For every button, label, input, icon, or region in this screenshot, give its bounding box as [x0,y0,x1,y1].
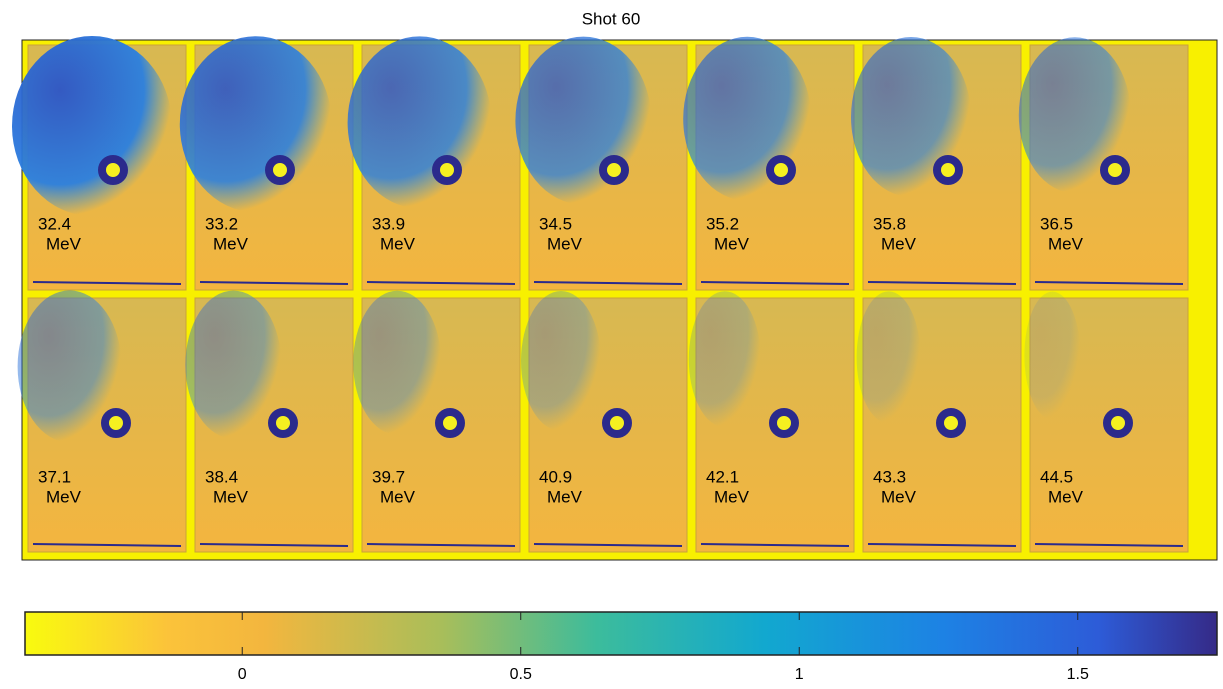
film-bottom-line [199,281,349,285]
energy-unit: MeV [213,234,249,253]
colorbar [24,611,1218,656]
film-bottom-line [700,543,850,547]
dose-region [353,290,442,435]
dose-region [521,291,601,431]
dose-region [1024,291,1081,420]
ring-marker [1103,408,1133,438]
energy-label: 38.4 [205,467,238,486]
energy-label: 44.5 [1040,467,1073,486]
film-bottom-line [199,543,349,547]
energy-unit: MeV [714,234,750,253]
energy-label: 33.2 [205,214,238,233]
energy-unit: MeV [380,234,416,253]
dose-region [17,290,122,443]
ring-marker [599,155,629,185]
dose-region [856,291,921,424]
energy-unit: MeV [380,487,416,506]
energy-label: 36.5 [1040,214,1073,233]
energy-unit: MeV [714,487,750,506]
film-bottom-line [1034,281,1184,285]
film-bottom-line [867,543,1017,547]
film-bottom-line [533,281,683,285]
film-bottom-line [366,281,516,285]
energy-unit: MeV [46,234,82,253]
tick-label: 1.5 [1067,666,1089,683]
energy-label: 40.9 [539,467,572,486]
film-bottom-line [533,543,683,547]
ring-marker [769,408,799,438]
energy-label: 32.4 [38,214,71,233]
tick-label: 1 [795,666,804,683]
ring-marker [602,408,632,438]
film-bottom-line [867,281,1017,285]
panels: 32.4MeV33.2MeV33.9MeV34.5MeV35.2MeV35.8M… [12,36,1189,553]
energy-label: 42.1 [706,467,739,486]
ring-marker [766,155,796,185]
energy-label: 35.2 [706,214,739,233]
ring-marker [1100,155,1130,185]
film-bottom-line [1034,543,1184,547]
film-bottom-line [32,281,182,285]
ring-marker [268,408,298,438]
energy-unit: MeV [1048,487,1084,506]
ring-marker [432,155,462,185]
energy-unit: MeV [213,487,249,506]
energy-unit: MeV [547,487,583,506]
tick-label: 0 [238,666,247,683]
energy-label: 39.7 [372,467,405,486]
dose-region [688,291,761,428]
energy-label: 33.9 [372,214,405,233]
film-bottom-line [700,281,850,285]
ring-marker [98,155,128,185]
ring-marker [101,408,131,438]
film-bottom-line [366,543,516,547]
energy-unit: MeV [46,487,82,506]
energy-unit: MeV [1048,234,1084,253]
title: Shot 60 [582,9,641,28]
dose-region [179,36,332,213]
ring-marker [936,408,966,438]
film-bottom-line [32,543,182,547]
energy-unit: MeV [881,487,917,506]
energy-label: 37.1 [38,467,71,486]
dose-region [12,36,172,216]
energy-unit: MeV [547,234,583,253]
ring-marker [265,155,295,185]
energy-label: 34.5 [539,214,572,233]
energy-unit: MeV [881,234,917,253]
energy-label: 43.3 [873,467,906,486]
colorbar-ticks: 0 0.5 1 1.5 [238,612,1089,683]
dose-region [347,36,492,209]
ring-marker [933,155,963,185]
energy-label: 35.8 [873,214,906,233]
dose-region [515,36,652,205]
dose-region [1018,37,1131,194]
dose-region [185,290,282,439]
ring-marker [435,408,465,438]
tick-label: 0.5 [510,666,532,683]
